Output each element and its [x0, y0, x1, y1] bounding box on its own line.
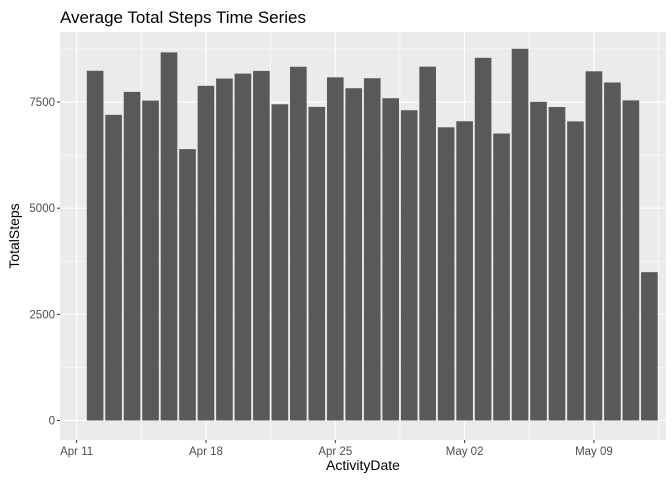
x-tick-label: Apr 18 [189, 446, 223, 458]
bar [142, 100, 159, 421]
bar [382, 98, 400, 421]
y-tick-label: 7500 [29, 97, 55, 109]
x-tick-label: Apr 25 [318, 446, 352, 458]
bar [216, 78, 233, 421]
bar [326, 77, 344, 421]
bar [234, 73, 252, 421]
bar [493, 133, 510, 421]
bar [567, 121, 584, 421]
bar [585, 71, 603, 421]
bar [474, 57, 492, 421]
y-tick-label: 0 [49, 415, 55, 427]
y-axis-title: TotalSteps [6, 203, 22, 268]
bar [530, 101, 547, 421]
x-tick-label: May 09 [575, 446, 613, 458]
x-axis-title: ActivityDate [326, 457, 400, 473]
bar [253, 70, 270, 421]
chart-title: Average Total Steps Time Series [60, 8, 306, 27]
bar [86, 70, 104, 421]
bar [160, 52, 178, 421]
bar [419, 66, 436, 421]
bar [363, 78, 381, 421]
bar [456, 121, 473, 421]
bar [105, 114, 122, 421]
bar [179, 149, 196, 421]
bar [604, 82, 621, 421]
x-tick-label: May 02 [446, 446, 484, 458]
bar [511, 48, 529, 421]
bar [622, 100, 640, 421]
y-axis: 0 2500 5000 7500 [29, 97, 60, 427]
bar [641, 272, 658, 421]
y-tick-label: 2500 [29, 309, 55, 321]
bar [197, 85, 215, 421]
bar [345, 88, 363, 421]
x-axis: Apr 11 Apr 18 Apr 25 May 02 May 09 [60, 440, 613, 458]
x-tick-label: Apr 11 [60, 446, 93, 458]
bars [86, 48, 658, 421]
bar [290, 66, 307, 421]
bar [437, 127, 455, 421]
bar [548, 107, 566, 421]
bar [123, 91, 141, 421]
bar [308, 106, 326, 421]
y-tick-label: 5000 [29, 203, 55, 215]
bar [271, 104, 289, 421]
bar [400, 110, 418, 421]
